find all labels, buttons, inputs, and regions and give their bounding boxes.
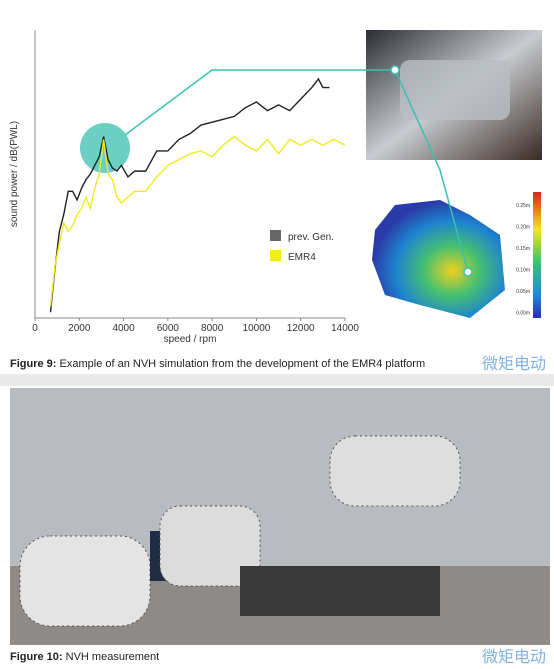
caption-text: NVH measurement — [65, 651, 160, 663]
caption-label: Figure 10: — [10, 651, 63, 663]
callout-line — [124, 69, 395, 136]
heatmap-shape — [372, 200, 505, 318]
colorbar-label: 0.20m — [516, 225, 530, 231]
cylinder — [329, 435, 461, 507]
legend-label: EMR4 — [288, 252, 316, 263]
caption-label: Figure 9: — [10, 358, 57, 370]
separator — [0, 374, 554, 386]
colorbar-label: 0.15m — [516, 246, 530, 252]
callout-dot — [463, 267, 473, 277]
x-tick-label: 6000 — [157, 323, 180, 334]
x-tick-label: 2000 — [68, 323, 91, 334]
callout-dot — [390, 65, 400, 75]
colorbar — [533, 192, 541, 318]
figure-9: speed / rpm sound power / dB(PWL) 0 2000 4… — [9, 30, 542, 345]
callout-line — [394, 69, 469, 273]
x-tick-label: 4000 — [112, 323, 135, 334]
figure-10-photo — [10, 388, 550, 645]
legend-label: prev. Gen. — [288, 232, 334, 243]
x-tick-label: 10000 — [243, 323, 271, 334]
cylinder — [19, 535, 151, 627]
figure-10-caption: Figure 10: NVH measurement — [10, 651, 159, 663]
test-bed — [240, 566, 440, 616]
x-axis-label: speed / rpm — [164, 334, 217, 345]
x-tick-label: 12000 — [287, 323, 315, 334]
watermark: 微矩电动 — [481, 354, 546, 373]
x-tick-label: 14000 — [331, 323, 359, 334]
watermark: 微矩电动 — [481, 647, 546, 666]
series-line — [49, 77, 330, 313]
gearbox-shape — [400, 60, 510, 120]
x-tick-label: 8000 — [201, 323, 224, 334]
colorbar-label: 0.10m — [516, 268, 530, 274]
x-tick-label: 0 — [32, 323, 38, 334]
figure-9-caption: Figure 9: Example of an NVH simulation f… — [10, 358, 425, 370]
colorbar-label: 0.00m — [516, 311, 530, 317]
colorbar-label: 0.05m — [516, 289, 530, 295]
caption-text: Example of an NVH simulation from the de… — [59, 358, 426, 370]
y-axis-label: sound power / dB(PWL) — [9, 121, 20, 227]
colorbar-label: 0.25m — [516, 203, 530, 209]
legend-swatch — [270, 250, 281, 261]
cylinder — [159, 505, 261, 587]
series-line — [49, 135, 346, 307]
legend-swatch — [270, 230, 281, 241]
